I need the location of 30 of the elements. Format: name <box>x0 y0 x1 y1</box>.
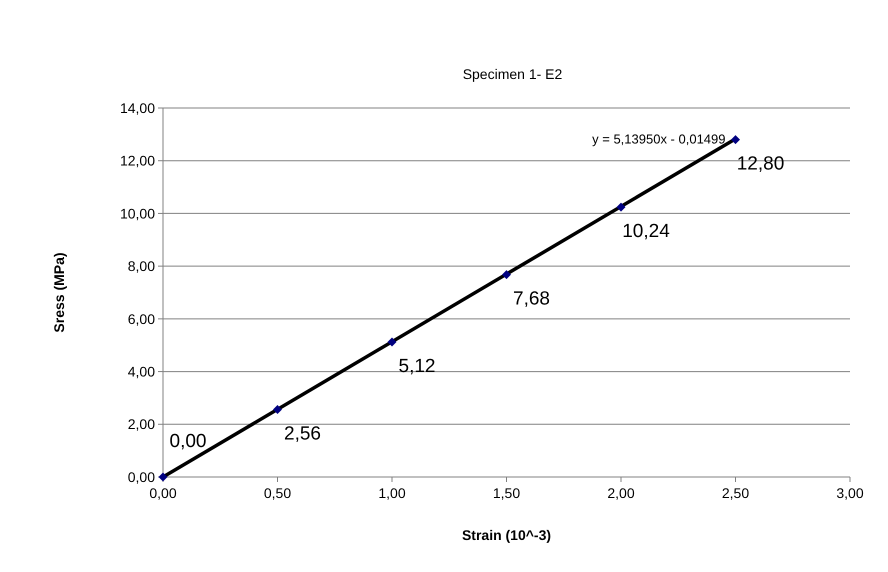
data-label: 2,56 <box>284 424 321 445</box>
data-label: 5,12 <box>398 356 436 378</box>
y-tick-label: 0,00 <box>128 468 156 485</box>
x-tick-label: 2,50 <box>722 485 750 501</box>
point <box>616 202 626 212</box>
x-axis-title: Strain (10^-3) <box>462 527 552 543</box>
point <box>502 270 511 280</box>
x-tick-label: 0,50 <box>264 485 292 501</box>
point <box>388 338 396 347</box>
chart-title: Specimen 1- E2 <box>462 66 563 82</box>
point <box>731 135 740 144</box>
data-label: 12,80 <box>736 154 784 175</box>
annotation: y = 5,13950x - 0,01499 <box>592 132 726 147</box>
x-tick-label: 3,00 <box>836 485 864 501</box>
y-tick-label: 8,00 <box>128 258 156 274</box>
x-tick-label: 1,50 <box>492 485 520 501</box>
point <box>273 405 282 414</box>
y-tick-label: 14,00 <box>120 100 156 116</box>
x-tick-label: 0,00 <box>149 485 177 501</box>
x-tick-label: 1,00 <box>378 485 406 501</box>
data-label: 10,24 <box>622 221 670 242</box>
y-tick-label: 4,00 <box>128 363 156 380</box>
y-tick-label: 12,00 <box>120 152 156 169</box>
x-tick-label: 2,00 <box>607 485 635 501</box>
data-label: 7,68 <box>513 288 550 310</box>
y-tick-label: 2,00 <box>128 416 156 432</box>
data-label: 0,00 <box>170 431 206 452</box>
y-tick-label: 6,00 <box>128 310 156 327</box>
y-axis-title: Sress (MPa) <box>51 252 67 333</box>
y-tick-label: 10,00 <box>120 205 156 222</box>
